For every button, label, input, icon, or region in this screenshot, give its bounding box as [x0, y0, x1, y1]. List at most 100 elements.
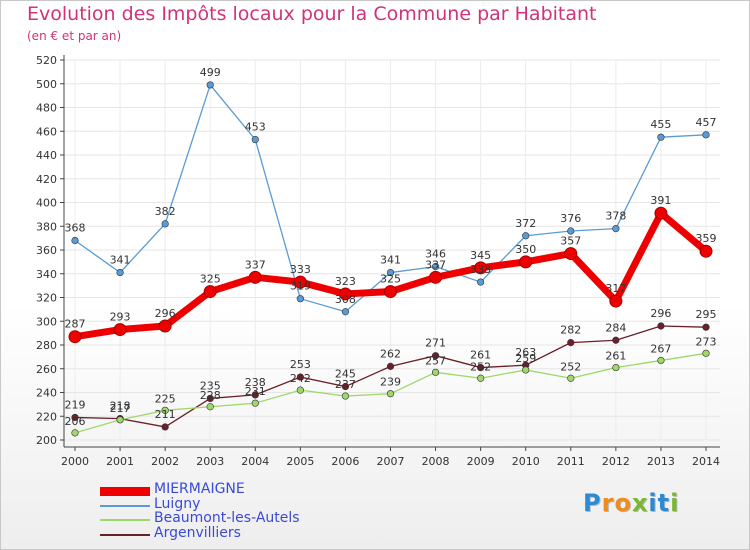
- data-label: 257: [425, 354, 446, 367]
- data-point: [564, 247, 578, 261]
- data-point: [206, 403, 214, 411]
- data-point: [612, 363, 620, 372]
- data-point: [71, 429, 79, 437]
- data-label: 211: [155, 408, 176, 421]
- y-tick-label: 440: [36, 149, 57, 162]
- data-point: [702, 131, 710, 139]
- data-label: 323: [335, 275, 356, 288]
- data-point: [384, 285, 397, 299]
- data-point: [699, 244, 713, 258]
- x-tick-label: 2000: [61, 455, 89, 468]
- data-point: [338, 287, 352, 301]
- data-point: [477, 278, 485, 286]
- data-label: 252: [470, 360, 491, 373]
- data-label: 282: [560, 324, 581, 337]
- data-label: 217: [110, 402, 131, 415]
- data-label: 345: [470, 249, 491, 262]
- x-tick-label: 2008: [422, 455, 450, 468]
- data-point: [522, 232, 530, 240]
- data-point: [702, 323, 710, 331]
- data-label: 252: [560, 360, 581, 373]
- data-label: 238: [245, 376, 266, 389]
- data-point: [702, 349, 710, 357]
- legend-swatch: [100, 504, 150, 507]
- chart-title: Evolution des Impôts locaux pour la Comm…: [27, 3, 597, 25]
- data-label: 225: [155, 392, 176, 405]
- legend-label: Luigny: [154, 495, 201, 512]
- data-point: [386, 268, 395, 277]
- data-label: 346: [425, 248, 446, 261]
- data-point: [203, 285, 217, 299]
- data-label: 271: [425, 337, 446, 350]
- data-label: 372: [515, 217, 536, 230]
- data-label: 228: [200, 389, 221, 402]
- y-tick-label: 320: [36, 292, 57, 305]
- y-tick-label: 240: [36, 387, 57, 400]
- x-tick-label: 2001: [106, 455, 134, 468]
- data-label: 259: [515, 352, 536, 365]
- data-point: [522, 366, 530, 374]
- data-label: 261: [605, 350, 626, 363]
- data-point: [293, 275, 307, 289]
- data-label: 295: [696, 308, 717, 321]
- data-point: [386, 362, 395, 370]
- data-label: 219: [65, 398, 86, 411]
- data-label: 376: [560, 212, 581, 225]
- x-tick-label: 2012: [602, 455, 630, 468]
- legend-label: MIERMAIGNE: [154, 481, 245, 497]
- legend-label: Beaumont-les-Autels: [154, 510, 300, 526]
- x-tick-label: 2007: [377, 455, 405, 468]
- data-point: [612, 336, 620, 344]
- data-point: [113, 323, 127, 337]
- data-label: 333: [470, 263, 491, 276]
- data-point: [206, 394, 214, 403]
- data-point: [654, 206, 668, 220]
- data-label: 341: [110, 254, 131, 267]
- data-point: [657, 133, 665, 141]
- data-label: 337: [245, 258, 266, 271]
- y-tick-label: 380: [36, 220, 57, 233]
- data-point: [296, 386, 304, 394]
- data-point: [386, 390, 395, 398]
- data-label: 499: [200, 66, 221, 79]
- x-tick-label: 2006: [331, 455, 359, 468]
- y-tick-label: 200: [36, 434, 57, 447]
- data-point: [657, 322, 665, 330]
- data-label: 253: [290, 358, 311, 371]
- data-label: 325: [200, 273, 221, 286]
- data-label: 368: [65, 222, 86, 235]
- data-point: [251, 135, 259, 144]
- data-label: 457: [696, 116, 717, 129]
- data-label: 239: [380, 376, 401, 389]
- data-point: [431, 352, 440, 360]
- y-tick-label: 520: [36, 54, 57, 67]
- data-point: [248, 270, 262, 284]
- data-point: [567, 339, 575, 347]
- data-point: [116, 268, 124, 277]
- data-point: [71, 236, 79, 245]
- data-point: [116, 416, 124, 424]
- data-point: [251, 399, 259, 407]
- x-tick-label: 2009: [467, 455, 495, 468]
- data-label: 378: [605, 210, 626, 223]
- data-label: 453: [245, 121, 266, 134]
- data-point: [429, 270, 443, 284]
- x-tick-label: 2010: [512, 455, 540, 468]
- y-tick-label: 360: [36, 244, 57, 257]
- data-label: 284: [605, 321, 626, 334]
- data-label: 382: [155, 205, 176, 218]
- proxiti-logo: Proxiti: [583, 489, 680, 517]
- data-point: [341, 382, 350, 391]
- data-point: [567, 374, 575, 382]
- data-label: 263: [515, 346, 536, 359]
- data-label: 308: [335, 293, 356, 306]
- data-label: 333: [290, 263, 311, 276]
- data-label: 245: [335, 368, 356, 381]
- x-tick-label: 2002: [151, 455, 179, 468]
- data-point: [431, 368, 440, 376]
- data-label: 287: [65, 318, 86, 331]
- data-label: 206: [65, 415, 86, 428]
- data-label: 296: [650, 307, 671, 320]
- chart-subtitle: (en € et par an): [27, 29, 122, 43]
